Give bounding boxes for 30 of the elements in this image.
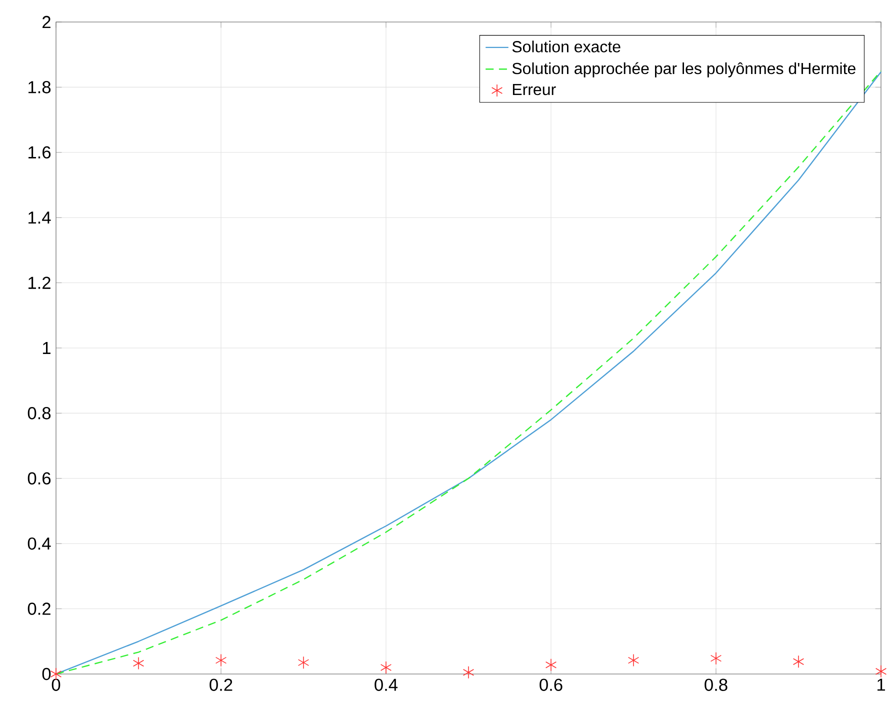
point [628, 654, 640, 667]
legend-label: Solution approchée par les polyônmes d'Hermite [512, 62, 856, 78]
y-tick-label: 1.2 [28, 276, 50, 289]
y-tick-label: 1.6 [28, 146, 51, 159]
y-tick-label: 0.4 [28, 537, 51, 550]
y-tick-label: 1.4 [28, 212, 51, 224]
point [545, 658, 557, 672]
point [792, 655, 804, 668]
point [462, 666, 474, 679]
x-tick-label: 0.8 [704, 678, 728, 691]
point [298, 656, 310, 669]
point [875, 664, 887, 678]
y-tick-label: 1 [42, 342, 50, 354]
y-tick-label: 0.2 [28, 602, 50, 615]
y-tick-label: 2 [42, 16, 50, 28]
legend-label: Solution exacte [512, 40, 620, 52]
x-tick-label: 0.6 [540, 678, 562, 691]
legend-label: Erreur [512, 84, 556, 96]
x-tick-label: 0 [52, 678, 60, 691]
x-tick-label: 0.4 [374, 678, 398, 691]
x-tick-label: 0.2 [210, 678, 232, 691]
y-tick-label: 0.8 [28, 407, 51, 420]
y-tick-label: 1.8 [28, 81, 51, 94]
x-tick-label: 1 [878, 678, 885, 691]
point [132, 656, 144, 670]
point [215, 654, 227, 667]
y-tick-label: 0.6 [28, 472, 51, 485]
y-tick-label: 0 [42, 668, 51, 680]
point [380, 661, 392, 674]
point [710, 652, 722, 665]
